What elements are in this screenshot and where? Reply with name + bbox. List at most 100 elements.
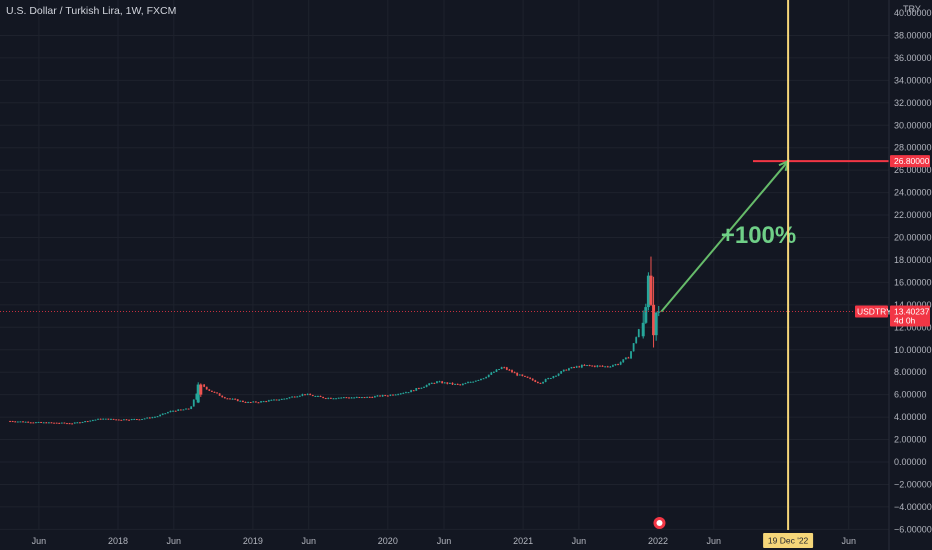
- candle: [226, 398, 229, 400]
- y-tick-label: 6.00000: [894, 390, 927, 400]
- candle: [505, 367, 508, 370]
- candle: [9, 421, 11, 423]
- candle: [120, 419, 123, 421]
- candle: [534, 380, 537, 383]
- x-tick-label: Jun: [437, 536, 452, 546]
- candle: [275, 399, 278, 401]
- candle: [218, 393, 221, 396]
- candle: [591, 365, 594, 367]
- candle: [599, 365, 601, 367]
- candle: [430, 382, 433, 384]
- candle: [252, 401, 255, 403]
- candle: [221, 395, 224, 398]
- candle: [381, 395, 384, 397]
- candle: [562, 369, 565, 372]
- candle: [47, 422, 50, 424]
- candle: [332, 398, 335, 400]
- candle: [58, 422, 61, 424]
- y-tick-label: 32.00000: [894, 98, 932, 108]
- candle: [161, 413, 164, 415]
- candle: [291, 396, 293, 398]
- candle: [257, 402, 260, 404]
- event-flag-icon-dot: [656, 520, 663, 526]
- candle: [654, 312, 658, 336]
- candle: [373, 396, 376, 398]
- y-tick-label: 18.00000: [894, 255, 932, 265]
- candle: [529, 377, 532, 379]
- candle: [355, 397, 358, 399]
- candle: [518, 374, 521, 376]
- candle: [128, 419, 130, 421]
- candle: [172, 410, 174, 412]
- symbol-badge: [855, 305, 888, 318]
- candle: [513, 372, 516, 374]
- candle: [539, 382, 542, 384]
- candle: [296, 396, 299, 398]
- y-tick-label: −6.00000: [894, 524, 932, 534]
- candle: [177, 409, 180, 411]
- candle: [472, 381, 475, 383]
- y-tick-label: 20.00000: [894, 233, 932, 243]
- candle: [27, 421, 30, 423]
- candle: [596, 365, 599, 367]
- candle: [366, 396, 369, 398]
- candle: [337, 397, 340, 399]
- candle: [441, 381, 444, 384]
- candle: [304, 394, 306, 396]
- candle: [363, 397, 366, 399]
- candle: [298, 395, 301, 397]
- y-tick-label: 34.00000: [894, 75, 932, 85]
- candle: [454, 383, 456, 385]
- candle: [384, 395, 387, 397]
- y-tick-label-top: 40.00000: [894, 8, 932, 18]
- candle: [35, 422, 37, 424]
- candle: [487, 374, 490, 378]
- candle: [614, 364, 617, 366]
- candle: [234, 398, 237, 400]
- candle: [112, 418, 115, 420]
- candle: [495, 369, 498, 372]
- candle: [449, 382, 451, 384]
- candle: [402, 392, 405, 394]
- candle: [314, 395, 317, 397]
- x-tick-label: 2019: [243, 536, 263, 546]
- candle: [317, 395, 319, 397]
- candle: [379, 395, 381, 397]
- candle: [94, 419, 97, 421]
- candle: [586, 365, 588, 367]
- x-tick-label: Jun: [32, 536, 47, 546]
- candle: [417, 388, 420, 390]
- target-price-badge: [890, 155, 930, 168]
- candle: [565, 369, 568, 371]
- candle: [63, 422, 66, 424]
- date-badge: [763, 533, 814, 548]
- candle: [376, 395, 379, 397]
- candle: [125, 419, 128, 421]
- candle: [231, 398, 234, 400]
- candle: [81, 421, 84, 423]
- candle: [371, 397, 374, 399]
- candle: [133, 419, 136, 421]
- candle: [130, 419, 133, 421]
- candle: [619, 362, 622, 365]
- candle: [386, 395, 389, 397]
- candle: [555, 375, 557, 377]
- candle: [415, 388, 418, 391]
- projection-arrow[interactable]: [660, 160, 789, 313]
- x-tick-label: Jun: [167, 536, 182, 546]
- candle: [617, 364, 619, 366]
- candle: [247, 402, 250, 404]
- candle: [536, 382, 539, 384]
- candle: [89, 420, 92, 422]
- candle: [53, 422, 55, 424]
- candle: [433, 382, 436, 384]
- candle: [652, 304, 656, 336]
- candle: [531, 378, 534, 381]
- candle: [612, 365, 614, 367]
- candle: [568, 368, 570, 371]
- candle: [635, 337, 638, 344]
- candle: [606, 366, 609, 368]
- candle: [560, 371, 563, 374]
